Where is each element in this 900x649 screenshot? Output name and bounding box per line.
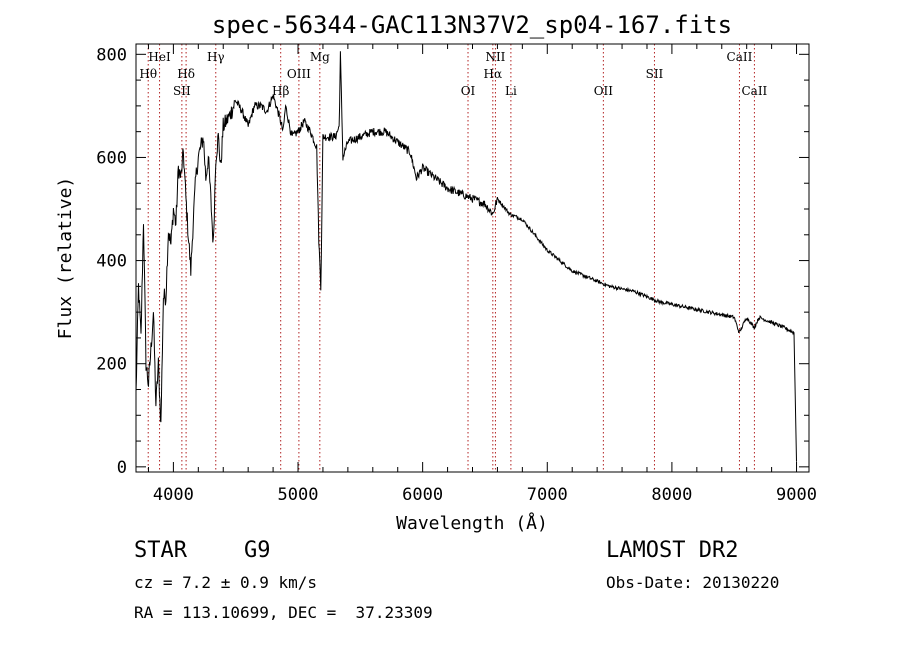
coordinates-info: RA = 113.10699, DEC = 37.23309	[134, 603, 433, 622]
line-marker-label: Hδ	[177, 67, 195, 81]
line-marker-label: HeI	[148, 50, 171, 64]
line-marker-label: SII	[173, 84, 191, 98]
plot-frame	[135, 43, 810, 473]
x-axis-ticks: 4000 5000 6000 7000 8000 9000	[147, 44, 817, 505]
object-subclass: G9	[244, 538, 271, 563]
observation-date: Obs-Date: 20130220	[606, 573, 780, 592]
x-tick-label: 6000	[402, 485, 443, 505]
line-marker-label: Li	[505, 84, 517, 98]
x-tick-label: 9000	[776, 485, 817, 505]
line-marker-label: OI	[461, 84, 476, 98]
line-marker-label: CaII	[741, 84, 767, 98]
y-tick-label: 0	[117, 458, 127, 478]
spectrum-line	[135, 51, 797, 462]
line-marker-label: Hθ	[139, 67, 157, 81]
x-tick-label: 7000	[527, 485, 568, 505]
line-marker-label: Hγ	[207, 50, 225, 64]
redshift-info: cz = 7.2 ± 0.9 km/s	[134, 573, 318, 592]
line-marker-label: Hα	[484, 67, 503, 81]
line-marker-label: SII	[646, 67, 664, 81]
line-marker-label: OII	[594, 84, 614, 98]
y-tick-label: 400	[96, 252, 127, 272]
x-tick-label: 8000	[651, 485, 692, 505]
line-marker-label: OIII	[287, 67, 311, 81]
line-marker-label: Hβ	[272, 84, 289, 98]
y-axis-ticks: 0 200 400 600 800	[96, 45, 809, 478]
y-axis-label: Flux (relative)	[55, 177, 76, 340]
line-marker-label: NII	[485, 50, 505, 64]
x-tick-label: 4000	[153, 485, 194, 505]
object-class: STAR	[134, 538, 187, 563]
survey-name: LAMOST DR2	[606, 538, 739, 563]
line-marker-label: CaII	[727, 50, 753, 64]
x-axis-label: Wavelength (Å)	[396, 512, 548, 534]
y-tick-label: 800	[96, 45, 127, 65]
spectrum-chart: spec-56344-GAC113N37V2_sp04-167.fits HθH…	[55, 11, 817, 534]
x-tick-label: 5000	[278, 485, 319, 505]
y-tick-label: 200	[96, 355, 127, 375]
chart-title: spec-56344-GAC113N37V2_sp04-167.fits	[212, 11, 732, 39]
line-marker-label: Mg	[310, 50, 330, 64]
y-tick-label: 600	[96, 148, 127, 168]
